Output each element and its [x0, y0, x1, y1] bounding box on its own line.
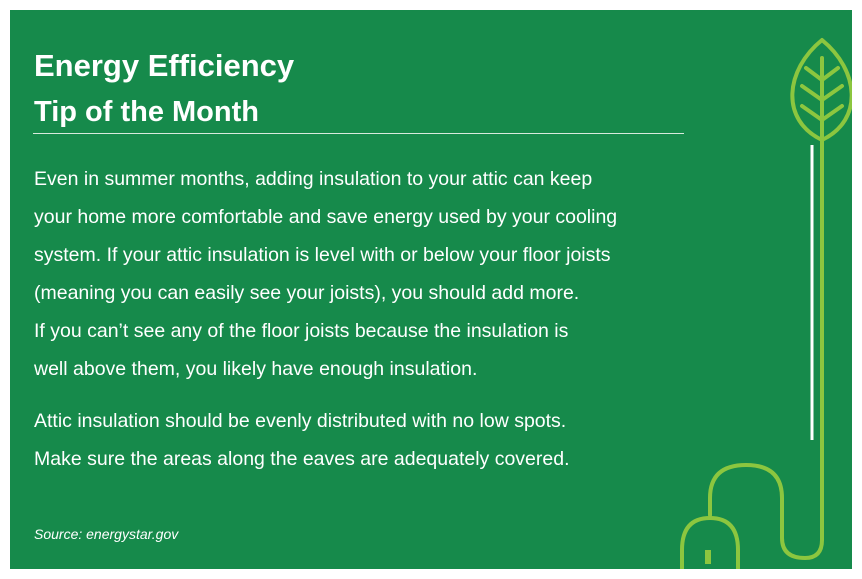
- tip-card: Energy Efficiency Tip of the Month Even …: [10, 10, 852, 569]
- leaf-veins: [802, 58, 842, 138]
- page: Energy Efficiency Tip of the Month Even …: [0, 0, 862, 579]
- cord: [710, 140, 822, 558]
- plug-prong: [705, 550, 711, 564]
- leaf-cord-icon: [10, 10, 852, 569]
